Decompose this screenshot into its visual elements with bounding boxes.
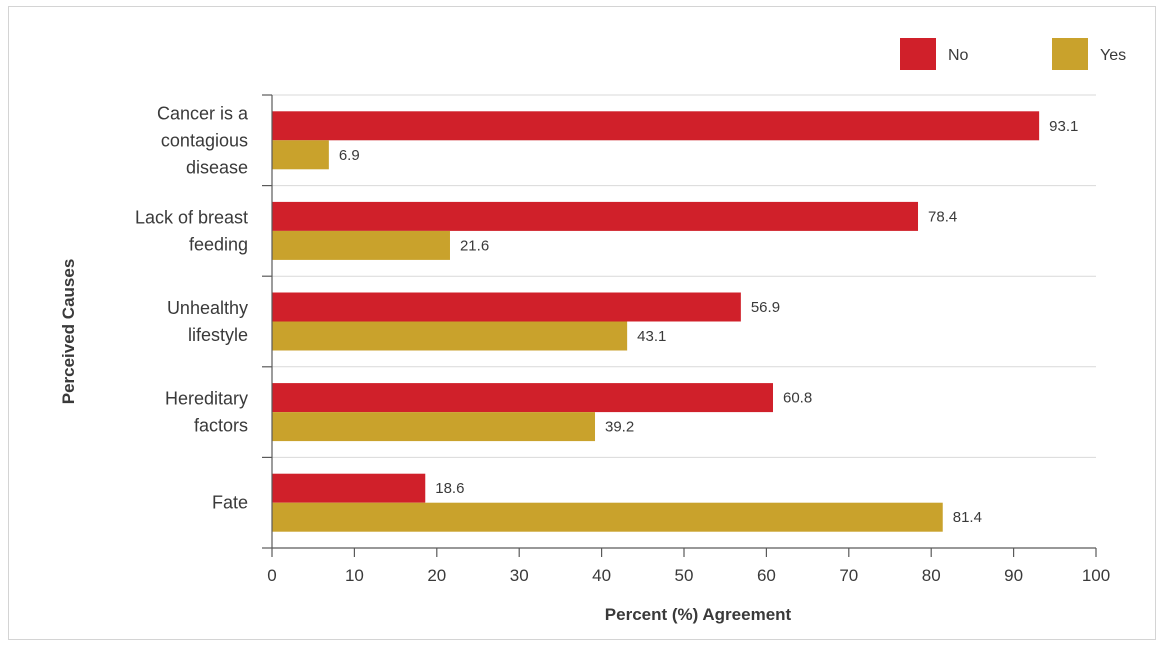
data-label: 39.2	[605, 419, 634, 436]
bar-yes-4	[272, 502, 943, 532]
x-tick-label: 10	[345, 566, 364, 585]
data-label: 93.1	[1049, 118, 1078, 135]
data-label: 21.6	[460, 237, 489, 254]
labels: 93.1 6.9 Cancer is a contagious disease 78.4 2…	[135, 103, 1110, 585]
bars	[272, 111, 1040, 532]
data-label: 18.6	[435, 480, 464, 497]
category-label: factors	[194, 416, 248, 436]
x-tick-label: 60	[757, 566, 776, 585]
data-label: 60.8	[783, 390, 812, 407]
x-tick-label: 70	[839, 566, 858, 585]
x-tick-label: 50	[675, 566, 694, 585]
bar-yes-0	[272, 140, 329, 170]
axes	[262, 94, 1097, 557]
category-label: feeding	[189, 234, 248, 254]
category-label: Unhealthy	[167, 298, 248, 318]
legend-label-no: No	[948, 47, 969, 64]
data-label: 43.1	[637, 328, 666, 345]
y-axis-title: Perceived Causes	[59, 259, 78, 405]
bar-no-2	[272, 292, 741, 322]
data-label: 6.9	[339, 147, 360, 164]
x-tick-label: 20	[427, 566, 446, 585]
data-label: 56.9	[751, 299, 780, 316]
category-label: lifestyle	[188, 325, 248, 345]
x-tick-label: 30	[510, 566, 529, 585]
bar-yes-2	[272, 321, 628, 351]
category-label: disease	[186, 157, 248, 177]
bar-no-0	[272, 111, 1040, 141]
x-tick-label: 80	[922, 566, 941, 585]
grid-lines	[272, 94, 1096, 458]
data-label: 81.4	[953, 509, 982, 526]
category-label: Cancer is a	[157, 103, 249, 123]
x-tick-label: 90	[1004, 566, 1023, 585]
bar-no-3	[272, 383, 773, 413]
legend-label-yes: Yes	[1100, 47, 1126, 64]
bar-yes-1	[272, 230, 450, 260]
x-tick-label: 0	[267, 566, 276, 585]
x-tick-label: 100	[1082, 566, 1110, 585]
bar-no-4	[272, 473, 426, 503]
category-label: Lack of breast	[135, 207, 248, 227]
x-tick-label: 40	[592, 566, 611, 585]
category-label: Hereditary	[165, 389, 248, 409]
legend-swatch-no	[900, 38, 936, 70]
x-axis-title: Percent (%) Agreement	[605, 605, 792, 624]
legend-swatch-yes	[1052, 38, 1088, 70]
category-label: contagious	[161, 130, 248, 150]
bar-no-1	[272, 201, 919, 231]
bar-yes-3	[272, 412, 596, 442]
legend: No Yes	[900, 38, 1126, 70]
category-label: Fate	[212, 493, 248, 513]
data-label: 78.4	[928, 208, 957, 225]
